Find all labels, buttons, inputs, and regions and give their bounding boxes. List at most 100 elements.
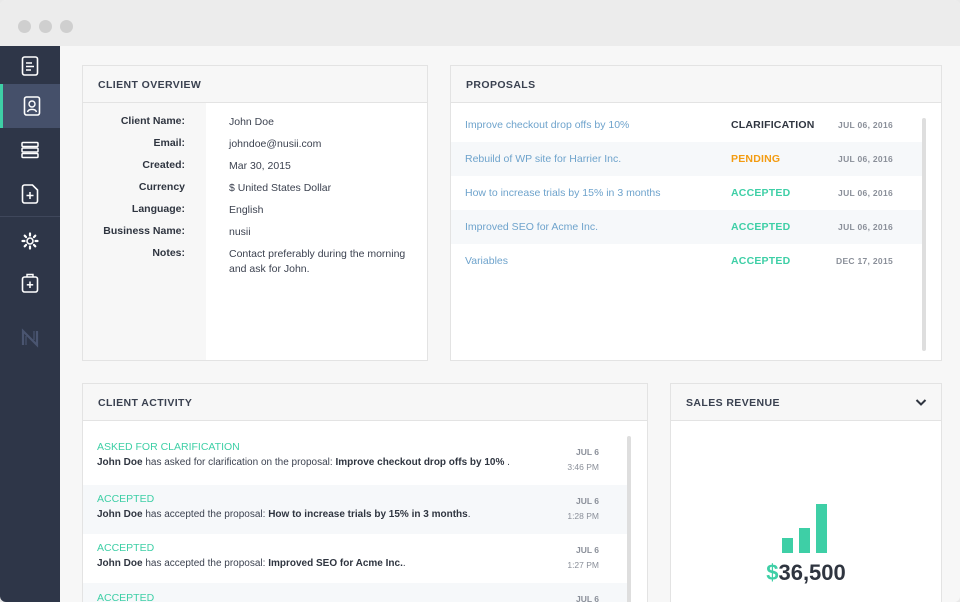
field-value: Mar 30, 2015: [229, 160, 291, 172]
proposal-row[interactable]: Variables ACCEPTED DEC 17, 2015: [451, 244, 926, 278]
main-content: CLIENT OVERVIEW Client Name: John Doe Em…: [60, 46, 960, 602]
proposals-title: PROPOSALS: [466, 79, 536, 91]
proposals-scrollbar[interactable]: [922, 118, 926, 351]
sidebar-divider: [0, 216, 60, 217]
revenue-bar: [816, 504, 827, 553]
client-icon: [23, 96, 40, 116]
activity-suffix: .: [467, 509, 471, 520]
activity-text: John Doe has asked for clarification on …: [97, 457, 510, 468]
new-document-icon: [21, 184, 39, 204]
proposal-status: ACCEPTED: [731, 221, 791, 233]
field-value: Contact preferably during the morning an…: [229, 248, 406, 275]
activity-item: ACCEPTED John Doe has accepted the propo…: [83, 534, 627, 583]
chevron-down-icon[interactable]: [915, 398, 927, 407]
field-label: Email:: [153, 137, 185, 149]
sidebar-item-list[interactable]: [0, 130, 60, 170]
activity-suffix: .: [402, 558, 406, 569]
activity-time: 1:28 PM: [567, 511, 599, 521]
proposals-card: PROPOSALS Improve checkout drop offs by …: [450, 65, 942, 361]
activity-suffix: .: [504, 457, 510, 468]
activity-type: ACCEPTED: [97, 493, 155, 505]
field-label: Notes:: [152, 247, 185, 259]
revenue-bar: [799, 528, 810, 553]
proposal-link[interactable]: Rebuild of WP site for Harrier Inc.: [465, 153, 622, 165]
proposal-link[interactable]: How to increase trials by 15% in 3 month…: [465, 187, 661, 199]
field-label: Language:: [131, 203, 185, 215]
proposal-status: ACCEPTED: [731, 255, 791, 267]
field-label: Business Name:: [103, 225, 185, 237]
window-close-button[interactable]: [18, 20, 31, 33]
field-value: $ United States Dollar: [229, 182, 332, 194]
activity-item: ACCEPTED JUL 6: [83, 583, 627, 602]
client-activity-header: CLIENT ACTIVITY: [83, 384, 647, 421]
field-value: John Doe: [229, 116, 274, 128]
field-value: English: [229, 204, 264, 216]
client-activity-title: CLIENT ACTIVITY: [98, 397, 193, 409]
proposal-date: DEC 17, 2015: [836, 256, 893, 266]
logo-icon: [21, 328, 39, 348]
activity-type: ACCEPTED: [97, 592, 155, 602]
activity-date: JUL 6: [576, 447, 599, 457]
sales-revenue-card: SALES REVENUE $36,500: [670, 383, 942, 602]
activity-proposal: Improved SEO for Acme Inc.: [268, 558, 403, 569]
activity-date: JUL 6: [576, 594, 599, 602]
proposal-row[interactable]: Rebuild of WP site for Harrier Inc. PEND…: [451, 142, 926, 176]
sidebar-item-settings[interactable]: [0, 221, 60, 261]
activity-description: has asked for clarification on the propo…: [142, 457, 336, 468]
activity-item: ACCEPTED John Doe has accepted the propo…: [83, 485, 627, 534]
sidebar-item-clients[interactable]: [0, 84, 60, 128]
proposal-row[interactable]: Improve checkout drop offs by 10% CLARIF…: [451, 108, 926, 142]
proposal-link[interactable]: Variables: [465, 255, 508, 267]
revenue-value: 36,500: [778, 560, 846, 585]
add-package-icon: [21, 273, 39, 293]
titlebar: [0, 0, 960, 46]
activity-item: ASKED FOR CLARIFICATION John Doe has ask…: [83, 429, 627, 485]
activity-date: JUL 6: [576, 496, 599, 506]
activity-time: 1:27 PM: [567, 560, 599, 570]
client-overview-header: CLIENT OVERVIEW: [83, 66, 427, 103]
proposal-link[interactable]: Improve checkout drop offs by 10%: [465, 119, 630, 131]
activity-actor: John Doe: [97, 509, 143, 520]
field-label: Created:: [142, 159, 185, 171]
sidebar-item-documents[interactable]: [0, 46, 60, 86]
sidebar-item-new-proposal[interactable]: [0, 174, 60, 214]
proposal-date: JUL 06, 2016: [838, 188, 893, 198]
proposal-row[interactable]: Improved SEO for Acme Inc. ACCEPTED JUL …: [451, 210, 926, 244]
sales-revenue-header: SALES REVENUE: [671, 384, 941, 421]
list-icon: [21, 141, 39, 159]
proposal-date: JUL 06, 2016: [838, 222, 893, 232]
proposal-status: ACCEPTED: [731, 187, 791, 199]
activity-date: JUL 6: [576, 545, 599, 555]
client-overview-title: CLIENT OVERVIEW: [98, 79, 202, 91]
proposal-status: CLARIFICATION: [731, 119, 815, 131]
field-value: nusii: [229, 226, 251, 238]
revenue-currency: $: [766, 560, 779, 585]
proposal-link[interactable]: Improved SEO for Acme Inc.: [465, 221, 599, 233]
client-overview-label-column: [83, 103, 206, 360]
activity-time: 3:46 PM: [567, 462, 599, 472]
revenue-bar: [782, 538, 793, 553]
proposal-row[interactable]: How to increase trials by 15% in 3 month…: [451, 176, 926, 210]
activity-proposal: How to increase trials by 15% in 3 month…: [268, 509, 468, 520]
sidebar-logo[interactable]: [0, 318, 60, 358]
proposals-header: PROPOSALS: [451, 66, 941, 103]
client-activity-card: CLIENT ACTIVITY ASKED FOR CLARIFICATION …: [82, 383, 648, 602]
activity-scrollbar[interactable]: [627, 436, 631, 602]
proposal-date: JUL 06, 2016: [838, 154, 893, 164]
activity-proposal: Improve checkout drop offs by 10%: [335, 457, 505, 468]
proposal-date: JUL 06, 2016: [838, 120, 893, 130]
sidebar-item-add-package[interactable]: [0, 263, 60, 303]
client-overview-card: CLIENT OVERVIEW Client Name: John Doe Em…: [82, 65, 428, 361]
activity-description: has accepted the proposal:: [142, 509, 269, 520]
window-minimize-button[interactable]: [39, 20, 52, 33]
window-zoom-button[interactable]: [60, 20, 73, 33]
proposal-status: PENDING: [731, 153, 781, 165]
revenue-amount: $36,500: [671, 560, 941, 586]
field-label: Client Name:: [120, 115, 185, 127]
activity-text: John Doe has accepted the proposal: Impr…: [97, 558, 406, 569]
activity-description: has accepted the proposal:: [142, 558, 269, 569]
field-value: johndoe@nusii.com: [229, 138, 322, 150]
activity-text: John Doe has accepted the proposal: How …: [97, 509, 471, 520]
activity-type: ASKED FOR CLARIFICATION: [97, 441, 240, 453]
